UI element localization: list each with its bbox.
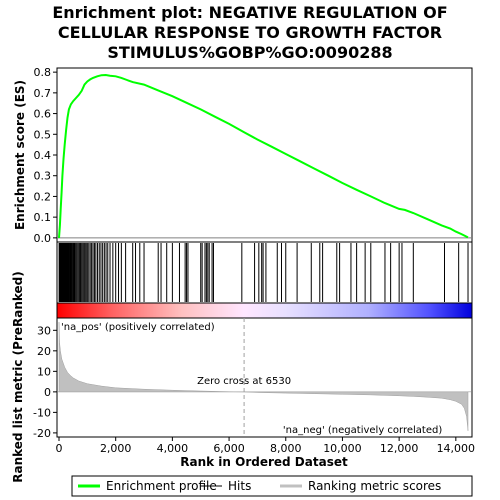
metric-y-axis-label: Ranked list metric (PreRanked) <box>11 271 25 483</box>
x-tick-label: 12,000 <box>380 442 419 455</box>
es-y-tick-label: 0.8 <box>34 66 52 79</box>
es-y-tick-label: 0.1 <box>34 211 52 224</box>
es-y-tick-label: 0.0 <box>34 232 52 245</box>
x-ticks: 0 2,000 4,000 6,000 8,000 10,000 12,000 14,000 <box>56 437 476 455</box>
es-y-tick-label: 0.4 <box>34 149 52 162</box>
hits-marks <box>58 243 469 302</box>
metric-y-tick-label: 30 <box>37 324 51 337</box>
es-y-tick-label: 0.7 <box>34 87 52 100</box>
legend-box <box>71 475 473 497</box>
legend-label: Enrichment profile <box>106 479 217 493</box>
metric-panel-frame <box>56 317 473 438</box>
x-tick-label: 10,000 <box>323 442 362 455</box>
rank-color-band <box>56 302 473 319</box>
es-y-axis-label: Enrichment score (ES) <box>13 80 27 230</box>
enrichment-profile-line <box>58 73 469 239</box>
legend: Enrichment profile Hits Ranking metric sco… <box>78 479 441 493</box>
metric-y-tick-label: -20 <box>33 427 51 440</box>
x-axis-label: Rank in Ordered Dataset <box>180 455 348 469</box>
metric-y-tick-label: 0 <box>44 386 51 399</box>
metric-y-tick-label: 20 <box>37 345 51 358</box>
legend-label: Ranking metric scores <box>308 479 441 493</box>
legend-label: Hits <box>228 479 251 493</box>
zero-cross-label: Zero cross at 6530 <box>197 376 291 387</box>
positive-correlation-label: 'na_pos' (positively correlated) <box>61 322 215 333</box>
x-tick-label: 8,000 <box>270 442 302 455</box>
es-y-tick-label: 0.6 <box>34 108 52 121</box>
negative-correlation-label: 'na_neg' (negatively correlated) <box>283 425 442 436</box>
es-y-tick-label: 0.3 <box>34 170 52 183</box>
chart-title-line-2: CELLULAR RESPONSE TO GROWTH FACTOR <box>58 23 442 42</box>
es-panel-frame <box>56 67 473 243</box>
metric-y-ticks: -20 -10 0 10 20 30 <box>33 324 57 440</box>
x-tick-label: 0 <box>56 442 63 455</box>
x-tick-label: 6,000 <box>213 442 245 455</box>
chart-title-line-3: STIMULUS%GOBP%GO:0090288 <box>107 43 392 62</box>
es-y-tick-label: 0.2 <box>34 190 52 203</box>
x-tick-label: 14,000 <box>437 442 476 455</box>
chart-title-line-1: Enrichment plot: NEGATIVE REGULATION OF <box>52 3 447 22</box>
hits-panel-frame <box>56 241 473 304</box>
metric-y-tick-label: 10 <box>37 365 51 378</box>
metric-y-tick-label: -10 <box>33 406 51 419</box>
es-y-ticks: 0.0 0.1 0.2 0.3 0.4 0.5 0.6 0.7 0.8 <box>34 66 57 245</box>
x-tick-label: 4,000 <box>157 442 189 455</box>
x-tick-label: 2,000 <box>100 442 132 455</box>
es-y-tick-label: 0.5 <box>34 128 52 141</box>
